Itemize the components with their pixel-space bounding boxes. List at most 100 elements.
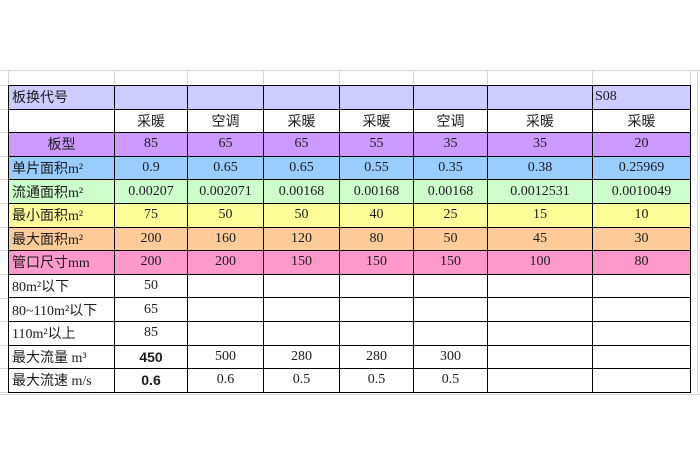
cell-max-area-col1[interactable]: 200 [114,226,188,252]
cell-mode-col1[interactable]: 采暖 [114,108,188,134]
cell-code-col1[interactable] [114,85,188,110]
cell-plate-type-col6[interactable]: 35 [487,132,593,157]
cell-max-velocity-col7[interactable] [592,368,691,393]
cell-min-area-col5[interactable]: 25 [413,202,488,228]
cell-min-area-col1[interactable]: 75 [114,202,188,228]
cell-min-area-col6[interactable]: 15 [487,202,593,228]
cell-nozzle-size-col7[interactable]: 80 [592,250,691,275]
cell-mode-col7[interactable]: 采暖 [592,108,691,134]
cell-plate-type-col2[interactable]: 65 [187,132,264,157]
cell-single-plate-area-col3[interactable]: 0.65 [263,155,340,181]
cell-code-col6[interactable] [487,85,593,110]
cell-max-area-col7[interactable]: 30 [592,226,691,252]
cell-max-flow-col2[interactable]: 500 [187,344,264,370]
cell-single-plate-area-col2[interactable]: 0.65 [187,155,264,181]
row-label-below-80[interactable]: 80m²以下 [8,273,115,299]
cell-min-area-col4[interactable]: 40 [339,202,414,228]
cell-min-area-col3[interactable]: 50 [263,202,340,228]
cell-below-80-col6[interactable] [487,273,593,299]
cell-flow-area-col6[interactable]: 0.0012531 [487,179,593,204]
cell-80-to-110-col6[interactable] [487,297,593,322]
cell-single-plate-area-col6[interactable]: 0.38 [487,155,593,181]
cell-single-plate-area-col4[interactable]: 0.55 [339,155,414,181]
cell-80-to-110-col4[interactable] [339,297,414,322]
cell-max-area-col2[interactable]: 160 [187,226,264,252]
cell-below-80-col5[interactable] [413,273,488,299]
cell-mode-col5[interactable]: 空调 [413,108,488,134]
cell-max-area-col5[interactable]: 50 [413,226,488,252]
row-label-max-flow[interactable]: 最大流量 m³ [8,344,115,370]
cell-max-area-col4[interactable]: 80 [339,226,414,252]
cell-flow-area-col5[interactable]: 0.00168 [413,179,488,204]
row-label-above-110[interactable]: 110m²以上 [8,320,115,346]
cell-mode-col6[interactable]: 采暖 [487,108,593,134]
cell-max-velocity-col3[interactable]: 0.5 [263,368,340,393]
cell-80-to-110-col5[interactable] [413,297,488,322]
cell-80-to-110-col2[interactable] [187,297,264,322]
cell-code-col2[interactable] [187,85,264,110]
cell-80-to-110-col7[interactable] [592,297,691,322]
cell-above-110-col5[interactable] [413,320,488,346]
cell-flow-area-col4[interactable]: 0.00168 [339,179,414,204]
cell-code-col5[interactable] [413,85,488,110]
row-label-max-velocity[interactable]: 最大流速 m/s [8,368,115,393]
cell-max-flow-col5[interactable]: 300 [413,344,488,370]
row-label-single-plate-area[interactable]: 单片面积m² [8,155,115,181]
cell-above-110-col2[interactable] [187,320,264,346]
cell-plate-type-col4[interactable]: 55 [339,132,414,157]
cell-plate-type-col3[interactable]: 65 [263,132,340,157]
cell-below-80-col7[interactable] [592,273,691,299]
cell-single-plate-area-col1[interactable]: 0.9 [114,155,188,181]
cell-nozzle-size-col4[interactable]: 150 [339,250,414,275]
cell-max-flow-col6[interactable] [487,344,593,370]
cell-flow-area-col1[interactable]: 0.00207 [114,179,188,204]
cell-below-80-col1[interactable]: 50 [114,273,188,299]
row-label-mode[interactable] [8,108,115,134]
cell-above-110-col3[interactable] [263,320,340,346]
cell-code-col4[interactable] [339,85,414,110]
cell-max-flow-col1[interactable]: 450 [114,344,188,370]
cell-nozzle-size-col5[interactable]: 150 [413,250,488,275]
cell-nozzle-size-col1[interactable]: 200 [114,250,188,275]
cell-nozzle-size-col2[interactable]: 200 [187,250,264,275]
cell-max-velocity-col5[interactable]: 0.5 [413,368,488,393]
cell-flow-area-col7[interactable]: 0.0010049 [592,179,691,204]
cell-max-flow-col7[interactable] [592,344,691,370]
cell-below-80-col2[interactable] [187,273,264,299]
cell-mode-col2[interactable]: 空调 [187,108,264,134]
cell-max-velocity-col2[interactable]: 0.6 [187,368,264,393]
cell-above-110-col4[interactable] [339,320,414,346]
cell-max-flow-col4[interactable]: 280 [339,344,414,370]
cell-80-to-110-col3[interactable] [263,297,340,322]
cell-min-area-col2[interactable]: 50 [187,202,264,228]
row-label-flow-area[interactable]: 流通面积m² [8,179,115,204]
cell-single-plate-area-col7[interactable]: 0.25969 [592,155,691,181]
cell-below-80-col4[interactable] [339,273,414,299]
cell-80-to-110-col1[interactable]: 65 [114,297,188,322]
row-label-nozzle-size[interactable]: 管口尺寸mm [8,250,115,275]
cell-above-110-col6[interactable] [487,320,593,346]
cell-max-velocity-col1[interactable]: 0.6 [114,368,188,393]
cell-code-col3[interactable] [263,85,340,110]
cell-single-plate-area-col5[interactable]: 0.35 [413,155,488,181]
cell-code-col7[interactable]: S08 [592,85,691,110]
row-label-max-area[interactable]: 最大面积m² [8,226,115,252]
cell-flow-area-col3[interactable]: 0.00168 [263,179,340,204]
cell-mode-col3[interactable]: 采暖 [263,108,340,134]
cell-above-110-col1[interactable]: 85 [114,320,188,346]
cell-plate-type-col5[interactable]: 35 [413,132,488,157]
cell-min-area-col7[interactable]: 10 [592,202,691,228]
cell-max-area-col3[interactable]: 120 [263,226,340,252]
cell-max-area-col6[interactable]: 45 [487,226,593,252]
cell-plate-type-col1[interactable]: 85 [114,132,188,157]
cell-nozzle-size-col3[interactable]: 150 [263,250,340,275]
cell-mode-col4[interactable]: 采暖 [339,108,414,134]
cell-max-velocity-col6[interactable] [487,368,593,393]
cell-flow-area-col2[interactable]: 0.002071 [187,179,264,204]
cell-nozzle-size-col6[interactable]: 100 [487,250,593,275]
row-label-80-to-110[interactable]: 80~110m²以下 [8,297,115,322]
row-label-code[interactable]: 板换代号 [8,85,115,110]
cell-max-flow-col3[interactable]: 280 [263,344,340,370]
cell-plate-type-col7[interactable]: 20 [592,132,691,157]
cell-above-110-col7[interactable] [592,320,691,346]
